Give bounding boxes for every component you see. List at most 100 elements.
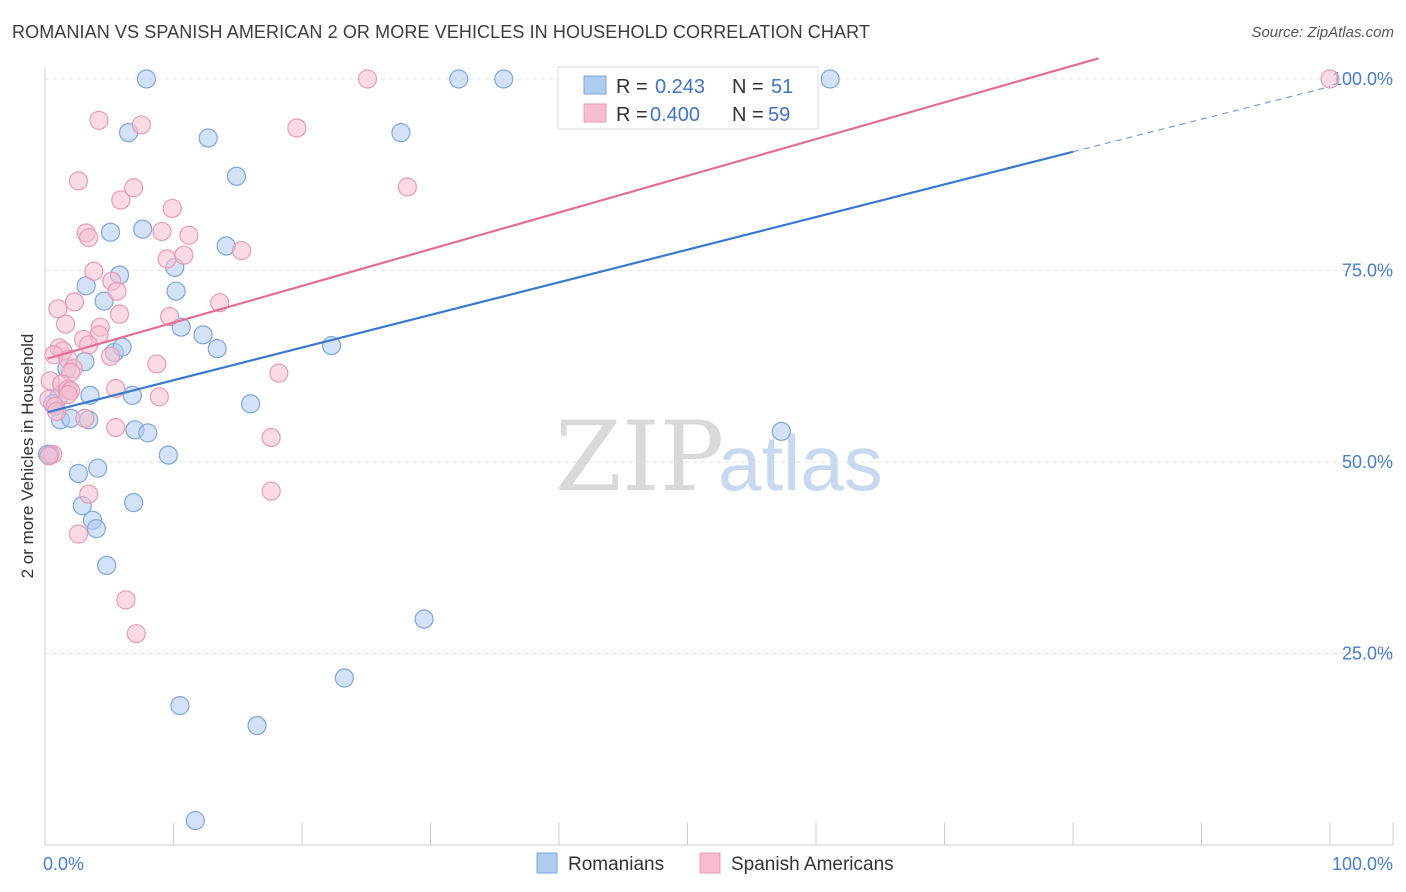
point-romanians-14 <box>166 281 186 301</box>
stats-legend-r-label-romanians: R = <box>616 76 648 98</box>
stats-legend-r-value-romanians: 0.243 <box>655 76 705 98</box>
y-tick-label-50: 50.0% <box>1342 452 1393 472</box>
stats-legend-swatch-romanians <box>583 75 607 95</box>
point-spanish-americans-14 <box>232 240 252 261</box>
chart-title: ROMANIAN VS SPANISH AMERICAN 2 OR MORE V… <box>12 22 870 42</box>
trend-line-romanians-extension <box>1072 86 1331 153</box>
point-romanians-39 <box>771 421 791 441</box>
legend-swatch-romanians <box>536 852 558 874</box>
point-romanians-3 <box>820 69 840 89</box>
point-spanish-americans-17 <box>84 261 104 281</box>
point-spanish-americans-50 <box>261 427 281 448</box>
stats-legend: R = 0.243 N = 51 R = 0.400 N = 59 <box>557 66 819 130</box>
point-spanish-americans-56 <box>116 590 136 610</box>
point-romanians-5 <box>198 128 218 148</box>
point-spanish-americans-53 <box>261 481 281 501</box>
point-romanians-0 <box>136 69 157 89</box>
trend-line-spanish-americans <box>47 57 1100 360</box>
point-spanish-americans-46 <box>149 387 169 407</box>
point-romanians-18 <box>207 339 227 359</box>
point-spanish-americans-55 <box>68 524 89 544</box>
legend-label-romanians: Romanians <box>568 854 664 875</box>
point-spanish-americans-9 <box>162 198 182 219</box>
series-spanish-americans-points <box>39 69 1340 644</box>
point-romanians-1 <box>449 69 469 89</box>
legend-label-spanish-americans: Spanish Americans <box>731 854 894 875</box>
y-tick-label-75: 75.0% <box>1342 261 1393 281</box>
point-romanians-17 <box>193 325 213 345</box>
point-spanish-americans-25 <box>55 314 76 334</box>
point-romanians-46 <box>334 668 355 688</box>
point-spanish-americans-5 <box>68 171 89 191</box>
point-romanians-9 <box>133 219 153 239</box>
point-romanians-29 <box>241 394 261 414</box>
point-romanians-37 <box>88 458 108 478</box>
point-spanish-americans-24 <box>160 306 180 327</box>
legend-swatch-spanish-americans <box>699 852 721 874</box>
point-romanians-2 <box>494 69 514 89</box>
point-romanians-47 <box>170 695 190 716</box>
point-spanish-americans-23 <box>109 304 130 324</box>
stats-legend-n-label-spanish-americans: N = <box>732 104 764 126</box>
point-romanians-34 <box>138 423 158 443</box>
stats-legend-n-label-romanians: N = <box>732 76 764 98</box>
watermark: ZIP atlas <box>555 401 883 513</box>
point-spanish-americans-49 <box>106 417 126 438</box>
axes: 25.0% 50.0% 75.0% 100.0% <box>44 68 1394 846</box>
gridlines <box>45 78 1393 654</box>
point-spanish-americans-13 <box>179 225 199 245</box>
stats-legend-swatch-spanish-americans <box>583 103 607 123</box>
point-spanish-americans-6 <box>111 190 131 210</box>
point-spanish-americans-15 <box>157 249 177 269</box>
stats-legend-n-value-romanians: 51 <box>771 76 793 98</box>
trend-line-romanians <box>47 150 1074 414</box>
point-romanians-41 <box>124 492 144 513</box>
point-spanish-americans-19 <box>107 281 127 301</box>
point-spanish-americans-4 <box>287 118 307 138</box>
point-romanians-6 <box>391 123 411 143</box>
point-spanish-americans-35 <box>147 354 167 374</box>
point-spanish-americans-38 <box>269 363 289 383</box>
x-tick-label-max: 100.0% <box>1332 854 1393 874</box>
y-tick-label-25: 25.0% <box>1342 644 1393 664</box>
point-romanians-44 <box>97 555 117 576</box>
point-spanish-americans-34 <box>100 346 121 366</box>
point-romanians-38 <box>68 463 89 484</box>
point-spanish-americans-48 <box>75 408 95 428</box>
point-spanish-americans-47 <box>58 384 78 405</box>
point-romanians-7 <box>226 166 247 186</box>
point-romanians-45 <box>414 609 434 629</box>
point-romanians-8 <box>100 222 121 242</box>
stats-legend-r-value-spanish-americans: 0.400 <box>650 104 700 126</box>
point-romanians-49 <box>185 810 205 831</box>
point-spanish-americans-21 <box>64 292 85 312</box>
point-spanish-americans-54 <box>79 484 99 504</box>
trend-lines <box>47 57 1331 414</box>
point-spanish-americans-22 <box>48 299 68 319</box>
point-spanish-americans-11 <box>79 227 99 248</box>
watermark-atlas: atlas <box>718 419 883 507</box>
point-romanians-48 <box>247 715 267 736</box>
point-spanish-americans-12 <box>152 221 172 242</box>
point-spanish-americans-8 <box>397 177 417 197</box>
point-spanish-americans-57 <box>126 623 146 644</box>
point-spanish-americans-16 <box>174 245 194 265</box>
point-spanish-americans-0 <box>357 69 378 89</box>
x-tick-label-min: 0.0% <box>43 854 84 874</box>
point-romanians-15 <box>94 291 114 311</box>
point-spanish-americans-2 <box>89 110 109 130</box>
stats-legend-n-value-spanish-americans: 59 <box>768 104 790 126</box>
y-axis-title: 2 or more Vehicles in Household <box>18 334 37 579</box>
watermark-zip: ZIP <box>555 401 724 513</box>
point-spanish-americans-52 <box>39 446 59 466</box>
stats-legend-r-label-spanish-americans: R = <box>616 104 648 126</box>
point-romanians-43 <box>86 519 107 539</box>
bottom-legend: Romanians Spanish Americans <box>536 852 894 875</box>
chart-source: Source: ZipAtlas.com <box>1251 24 1394 41</box>
point-romanians-36 <box>158 445 178 465</box>
point-spanish-americans-7 <box>124 178 144 198</box>
point-spanish-americans-1 <box>1320 69 1340 89</box>
y-tick-label-100: 100.0% <box>1332 69 1393 89</box>
point-spanish-americans-3 <box>131 115 151 135</box>
